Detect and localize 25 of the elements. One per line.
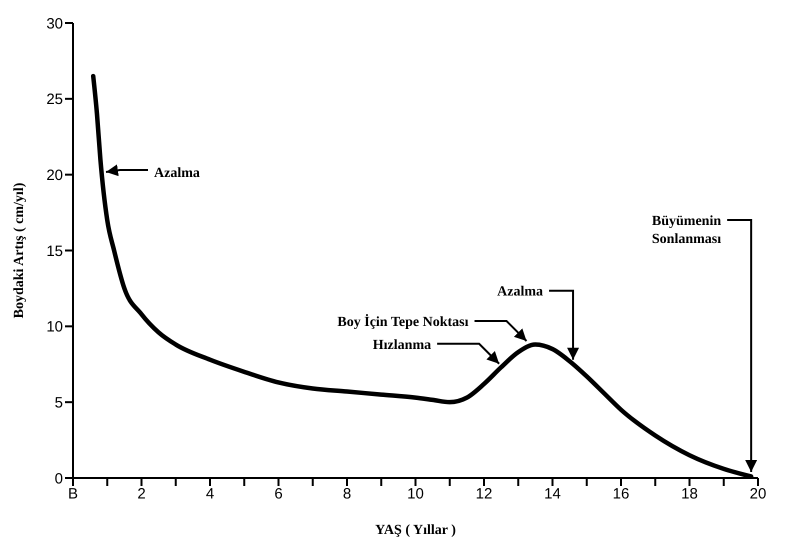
x-tick-label: 14: [544, 486, 561, 503]
y-tick-label: 20: [46, 166, 63, 184]
y-axis-title: Boydaki Artış ( cm/yıl): [12, 182, 27, 318]
x-axis-title: YAŞ ( Yıllar ): [375, 523, 456, 538]
x-tick-label: 4: [206, 486, 214, 503]
y-tick-label: 25: [46, 91, 63, 108]
y-tick-label: 5: [54, 394, 63, 412]
y-tick-label: 0: [54, 470, 63, 488]
annotation: Azalma: [154, 166, 200, 181]
x-tick-label: 10: [407, 486, 424, 503]
x-tick-label: 2: [137, 486, 146, 503]
annotation: Hızlanma: [372, 338, 432, 353]
x-tick-label: 18: [681, 486, 698, 503]
y-tick-label: 30: [46, 15, 63, 32]
y-tick-label: 10: [46, 318, 63, 336]
annotation: Boy İçin Tepe Noktası: [337, 314, 469, 330]
x-tick-label: 20: [750, 486, 766, 503]
annotation: Azalma: [497, 284, 544, 300]
x-tick-label: 16: [612, 486, 630, 503]
x-tick-label: 6: [274, 486, 283, 503]
y-tick-label: 15: [46, 242, 63, 260]
x-tick-label: 12: [476, 486, 492, 503]
x-tick-label: B: [68, 486, 78, 503]
x-tick-label: 8: [342, 486, 352, 503]
annotation: Büyümenin Sonlanması: [652, 214, 722, 247]
